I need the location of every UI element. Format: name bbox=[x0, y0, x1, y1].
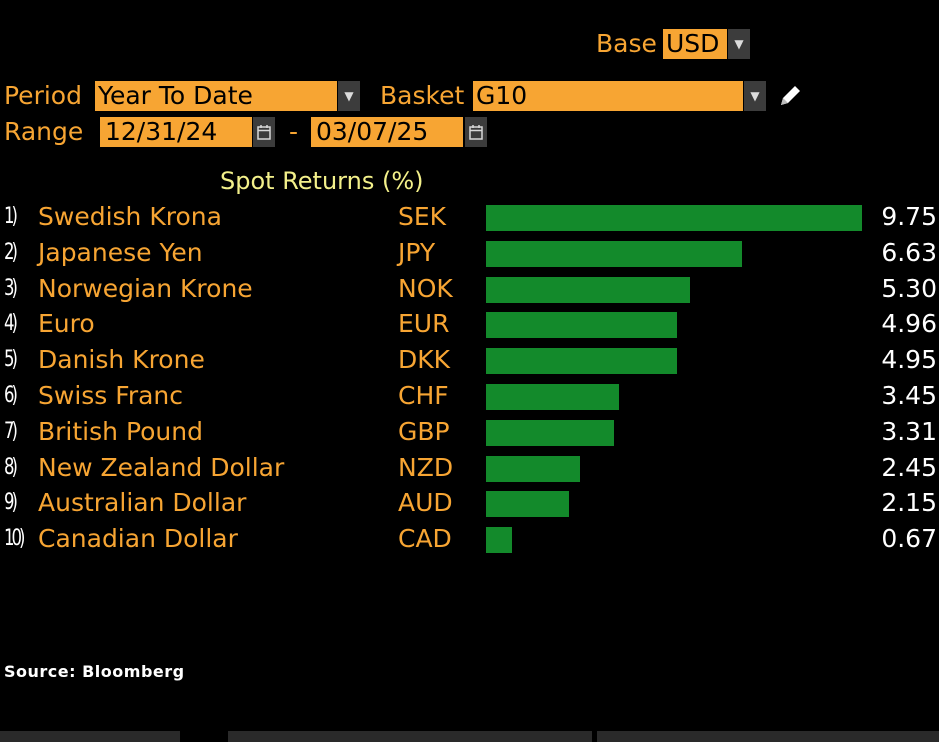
return-bar bbox=[486, 419, 614, 446]
range-start-field[interactable]: 12/31/24 bbox=[100, 117, 252, 147]
basket-dropdown-button[interactable]: ▼ bbox=[744, 81, 766, 111]
return-value: 3.31 bbox=[881, 416, 937, 446]
return-bar bbox=[486, 491, 569, 518]
currency-code: NOK bbox=[398, 273, 453, 303]
currency-code: SEK bbox=[398, 202, 447, 231]
return-value: 4.96 bbox=[881, 309, 937, 339]
range-end-field[interactable]: 03/07/25 bbox=[311, 117, 463, 147]
currency-code: EUR bbox=[398, 309, 450, 339]
edit-pencil-icon[interactable] bbox=[776, 82, 806, 110]
currency-name[interactable]: Swiss Franc bbox=[38, 381, 184, 410]
chart-title: Spot Returns (%) bbox=[220, 167, 424, 195]
currency-name[interactable]: Danish Krone bbox=[38, 345, 205, 375]
currency-code: NZD bbox=[398, 452, 454, 482]
range-end-calendar-button[interactable] bbox=[465, 117, 487, 147]
base-dropdown-button[interactable]: ▼ bbox=[728, 29, 750, 59]
return-bar bbox=[486, 527, 512, 554]
row-number[interactable]: 2) bbox=[4, 239, 18, 265]
row-number[interactable]: 10) bbox=[4, 526, 25, 552]
calendar-icon bbox=[469, 125, 483, 140]
return-value: 3.45 bbox=[881, 381, 937, 410]
period-label: Period bbox=[4, 81, 82, 110]
range-label: Range bbox=[4, 117, 84, 146]
currency-name[interactable]: Norwegian Krone bbox=[38, 273, 253, 303]
basket-label: Basket bbox=[380, 81, 465, 110]
row-number[interactable]: 1) bbox=[4, 204, 18, 229]
base-currency-field[interactable]: USD bbox=[663, 29, 727, 59]
base-label: Base bbox=[596, 29, 657, 58]
currency-code: DKK bbox=[398, 345, 451, 375]
row-number[interactable]: 4) bbox=[4, 311, 18, 337]
return-bar bbox=[486, 455, 581, 482]
return-bar bbox=[486, 384, 620, 410]
row-number[interactable]: 8) bbox=[4, 454, 18, 480]
row-number[interactable]: 7) bbox=[4, 418, 18, 444]
return-value: 5.30 bbox=[881, 273, 937, 303]
return-bar bbox=[486, 312, 678, 339]
row-number[interactable]: 6) bbox=[4, 383, 18, 408]
return-value: 0.67 bbox=[881, 524, 937, 554]
return-bar bbox=[486, 276, 691, 303]
return-bar bbox=[486, 205, 862, 231]
range-start-calendar-button[interactable] bbox=[253, 117, 275, 147]
chevron-down-icon: ▼ bbox=[344, 89, 354, 103]
currency-name[interactable]: British Pound bbox=[38, 416, 203, 446]
row-number[interactable]: 5) bbox=[4, 347, 18, 373]
currency-name[interactable]: Australian Dollar bbox=[38, 488, 247, 518]
chevron-down-icon: ▼ bbox=[750, 89, 760, 103]
calendar-icon bbox=[257, 125, 271, 140]
basket-field[interactable]: G10 bbox=[473, 81, 743, 111]
row-number[interactable]: 9) bbox=[4, 490, 18, 516]
range-separator: - bbox=[289, 117, 299, 146]
period-field[interactable]: Year To Date bbox=[95, 81, 337, 111]
currency-name[interactable]: Japanese Yen bbox=[38, 237, 203, 267]
currency-code: JPY bbox=[398, 237, 436, 267]
return-bar bbox=[486, 348, 677, 375]
currency-name[interactable]: Canadian Dollar bbox=[38, 524, 238, 554]
period-dropdown-button[interactable]: ▼ bbox=[338, 81, 360, 111]
currency-name[interactable]: Swedish Krona bbox=[38, 202, 222, 231]
return-value: 2.45 bbox=[881, 452, 937, 482]
currency-code: AUD bbox=[398, 488, 453, 518]
currency-code: CAD bbox=[398, 524, 452, 554]
footer-tab[interactable] bbox=[0, 731, 180, 742]
currency-code: CHF bbox=[398, 381, 449, 410]
return-value: 6.63 bbox=[881, 237, 937, 267]
return-value: 2.15 bbox=[881, 488, 937, 518]
source-note: Source: Bloomberg bbox=[4, 662, 185, 681]
return-bar bbox=[486, 240, 742, 267]
footer-bar bbox=[0, 731, 939, 742]
currency-code: GBP bbox=[398, 416, 450, 446]
footer-tab[interactable] bbox=[597, 731, 939, 742]
currency-name[interactable]: New Zealand Dollar bbox=[38, 452, 285, 482]
currency-name[interactable]: Euro bbox=[38, 309, 95, 339]
return-value: 9.75 bbox=[881, 202, 937, 231]
row-number[interactable]: 3) bbox=[4, 275, 18, 301]
footer-tab[interactable] bbox=[228, 731, 592, 742]
return-value: 4.95 bbox=[881, 345, 937, 375]
chevron-down-icon: ▼ bbox=[734, 37, 744, 51]
